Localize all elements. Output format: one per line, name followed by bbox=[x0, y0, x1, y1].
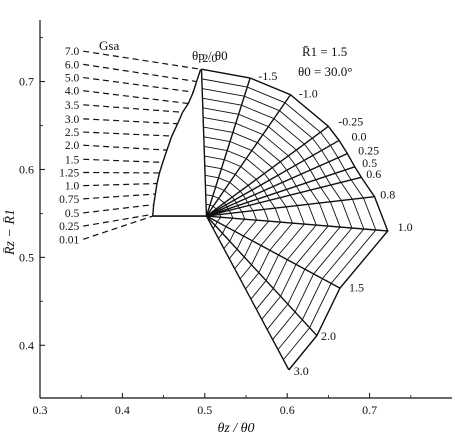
label-layer: 2.0-1.5-1.0-0.250.00.250.50.60.81.01.52.… bbox=[59, 46, 413, 378]
gsa-arc bbox=[202, 88, 365, 350]
gsa-arc bbox=[205, 203, 222, 229]
x-tick-label: 0.4 bbox=[115, 403, 130, 417]
theta-p-line bbox=[206, 152, 348, 217]
gsa-arc bbox=[202, 107, 341, 330]
theta-p-line bbox=[206, 215, 341, 289]
axes: 0.3 0.4 0.5 0.6 0.70.40.50.60.7 bbox=[19, 20, 452, 417]
gsa-label: 1.5 bbox=[65, 154, 80, 166]
theta-p-label: -1.0 bbox=[299, 86, 318, 100]
gsa-arc bbox=[204, 174, 258, 259]
gsa-label: 7.0 bbox=[65, 46, 80, 58]
theta-p-label: 3.0 bbox=[294, 364, 309, 378]
gsa-dash bbox=[83, 193, 156, 200]
gsa-dash bbox=[83, 118, 178, 125]
theta-p-line bbox=[206, 195, 375, 217]
gsa-label: 0.75 bbox=[59, 194, 79, 206]
theta-p-label: -1.5 bbox=[258, 69, 277, 83]
y-tick-label: 0.4 bbox=[19, 338, 34, 352]
y-tick-label: 0.7 bbox=[19, 75, 34, 89]
gsa-label: 0.01 bbox=[59, 234, 79, 246]
gsa-arc bbox=[204, 165, 270, 270]
gsa-dash bbox=[83, 215, 154, 240]
gsa-dash bbox=[83, 90, 189, 105]
theta-p-line bbox=[206, 176, 362, 217]
y-tick-label: 0.5 bbox=[19, 250, 34, 264]
gsa-arc bbox=[201, 68, 389, 371]
gsa-dash bbox=[83, 213, 153, 227]
gsa-dash bbox=[83, 144, 167, 151]
theta-p-line bbox=[206, 125, 329, 217]
theta-p-label: 0.8 bbox=[380, 187, 395, 201]
theta-p-label: 0.6 bbox=[366, 167, 381, 181]
gsa-arc bbox=[202, 97, 353, 340]
gsa-label: 3.5 bbox=[65, 100, 80, 112]
gsa-dash bbox=[83, 204, 154, 214]
gsa-label: 2.0 bbox=[65, 140, 80, 152]
gsa-dash bbox=[83, 104, 183, 113]
gsa-dash bbox=[83, 50, 201, 70]
theta-p-line bbox=[206, 139, 340, 217]
theta-p-header: θp / θ0 bbox=[192, 48, 228, 63]
curve-layer bbox=[83, 50, 389, 371]
theta-p-label: 2.0 bbox=[202, 51, 217, 65]
theta-p-label: 1.0 bbox=[398, 220, 413, 234]
x-tick-label: 0.5 bbox=[197, 403, 212, 417]
theta-p-label: -0.25 bbox=[338, 114, 363, 128]
theta-p-label: 0.0 bbox=[351, 129, 366, 143]
gsa-label: 5.0 bbox=[65, 73, 80, 85]
theta-p-line bbox=[200, 69, 208, 217]
gsa-dash bbox=[83, 182, 158, 187]
gsa-arc bbox=[201, 78, 377, 361]
gsa-label: 1.25 bbox=[59, 167, 79, 179]
gsa-dash bbox=[83, 131, 172, 137]
gsa-label: 3.0 bbox=[65, 114, 80, 126]
gsa-label: 0.25 bbox=[59, 221, 79, 233]
gsa-dash bbox=[83, 158, 163, 164]
theta-p-line bbox=[206, 215, 388, 232]
x-tick-label: 0.6 bbox=[280, 403, 295, 417]
theta-p-line bbox=[205, 215, 318, 337]
x-tick-label: 0.3 bbox=[33, 403, 48, 417]
theta0-note: θ0 = 30.0° bbox=[298, 64, 353, 79]
theta-p-label: 1.5 bbox=[349, 281, 364, 295]
y-tick-label: 0.6 bbox=[19, 162, 34, 176]
theta-p-label: 0.5 bbox=[362, 156, 377, 170]
x-tick-label: 0.7 bbox=[362, 403, 377, 417]
gsa-arc bbox=[203, 136, 305, 300]
gsa-dash bbox=[83, 76, 194, 93]
x-axis-title: θz / θ0 bbox=[217, 421, 254, 436]
theta-p-line bbox=[205, 77, 251, 217]
gsa-arc bbox=[204, 155, 282, 280]
gsa-label: 2.5 bbox=[65, 127, 80, 139]
gsa-dash bbox=[83, 63, 197, 83]
gsa-label: 0.5 bbox=[65, 208, 80, 220]
gsa-arc bbox=[205, 194, 234, 239]
gsa-label: 4.0 bbox=[65, 86, 80, 98]
gsa-label: 6.0 bbox=[65, 59, 80, 71]
theta-p-label: 0.25 bbox=[358, 143, 379, 157]
theta-p-label: 2.0 bbox=[321, 329, 336, 343]
gsa-arc bbox=[204, 145, 293, 290]
theta-p-line bbox=[205, 215, 290, 371]
r1-note: R̄1 = 1.5 bbox=[302, 44, 347, 59]
theta-p-line bbox=[205, 94, 292, 217]
left-boundary bbox=[152, 69, 202, 217]
gsa-label: 1.0 bbox=[65, 181, 80, 193]
gsa-arc bbox=[203, 117, 329, 320]
gsa-header: Gsa bbox=[99, 38, 119, 53]
gsa-arc bbox=[205, 184, 246, 249]
gsa-arc bbox=[203, 126, 317, 310]
theta-p-line bbox=[206, 166, 355, 217]
y-axis-title: R̄z − R̄1 bbox=[3, 209, 18, 256]
